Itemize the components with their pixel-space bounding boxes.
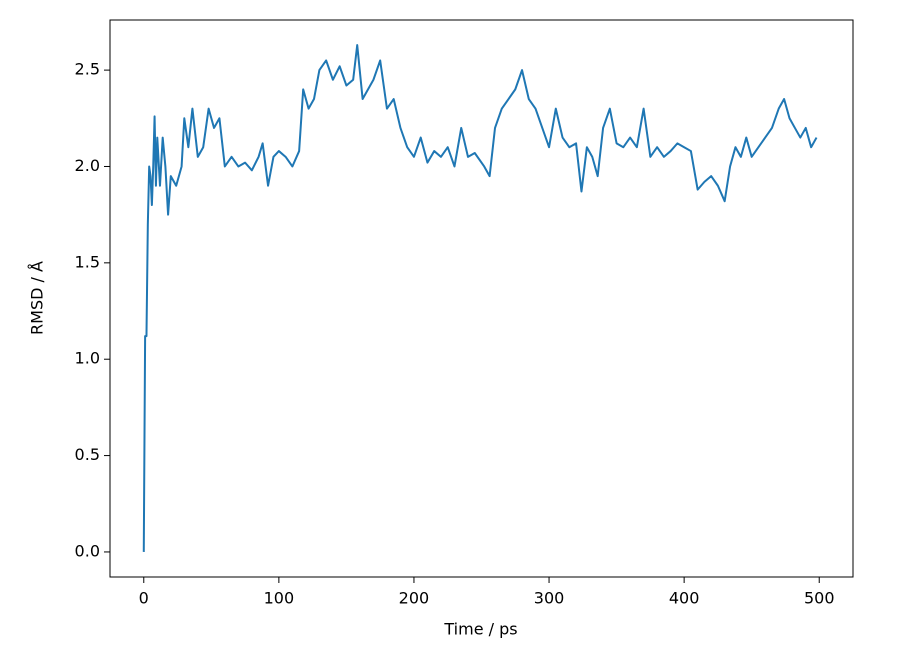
y-tick-label: 2.5 (75, 60, 100, 79)
x-tick-label: 0 (139, 589, 149, 608)
x-tick-label: 100 (264, 589, 295, 608)
plot-frame (109, 19, 854, 578)
y-tick-label: 0.5 (75, 445, 100, 464)
x-tick-label: 500 (804, 589, 835, 608)
x-axis-label: Time / ps (443, 620, 517, 639)
x-tick-label: 300 (534, 589, 565, 608)
y-tick-label: 2.0 (75, 156, 100, 175)
x-tick-label: 400 (669, 589, 700, 608)
y-tick-label: 1.5 (75, 252, 100, 271)
y-tick-label: 1.0 (75, 349, 100, 368)
y-axis-label: RMSD / Å (28, 261, 47, 335)
data-line (142, 44, 818, 552)
x-tick-label: 200 (399, 589, 430, 608)
y-tick-label: 0.0 (75, 541, 100, 560)
